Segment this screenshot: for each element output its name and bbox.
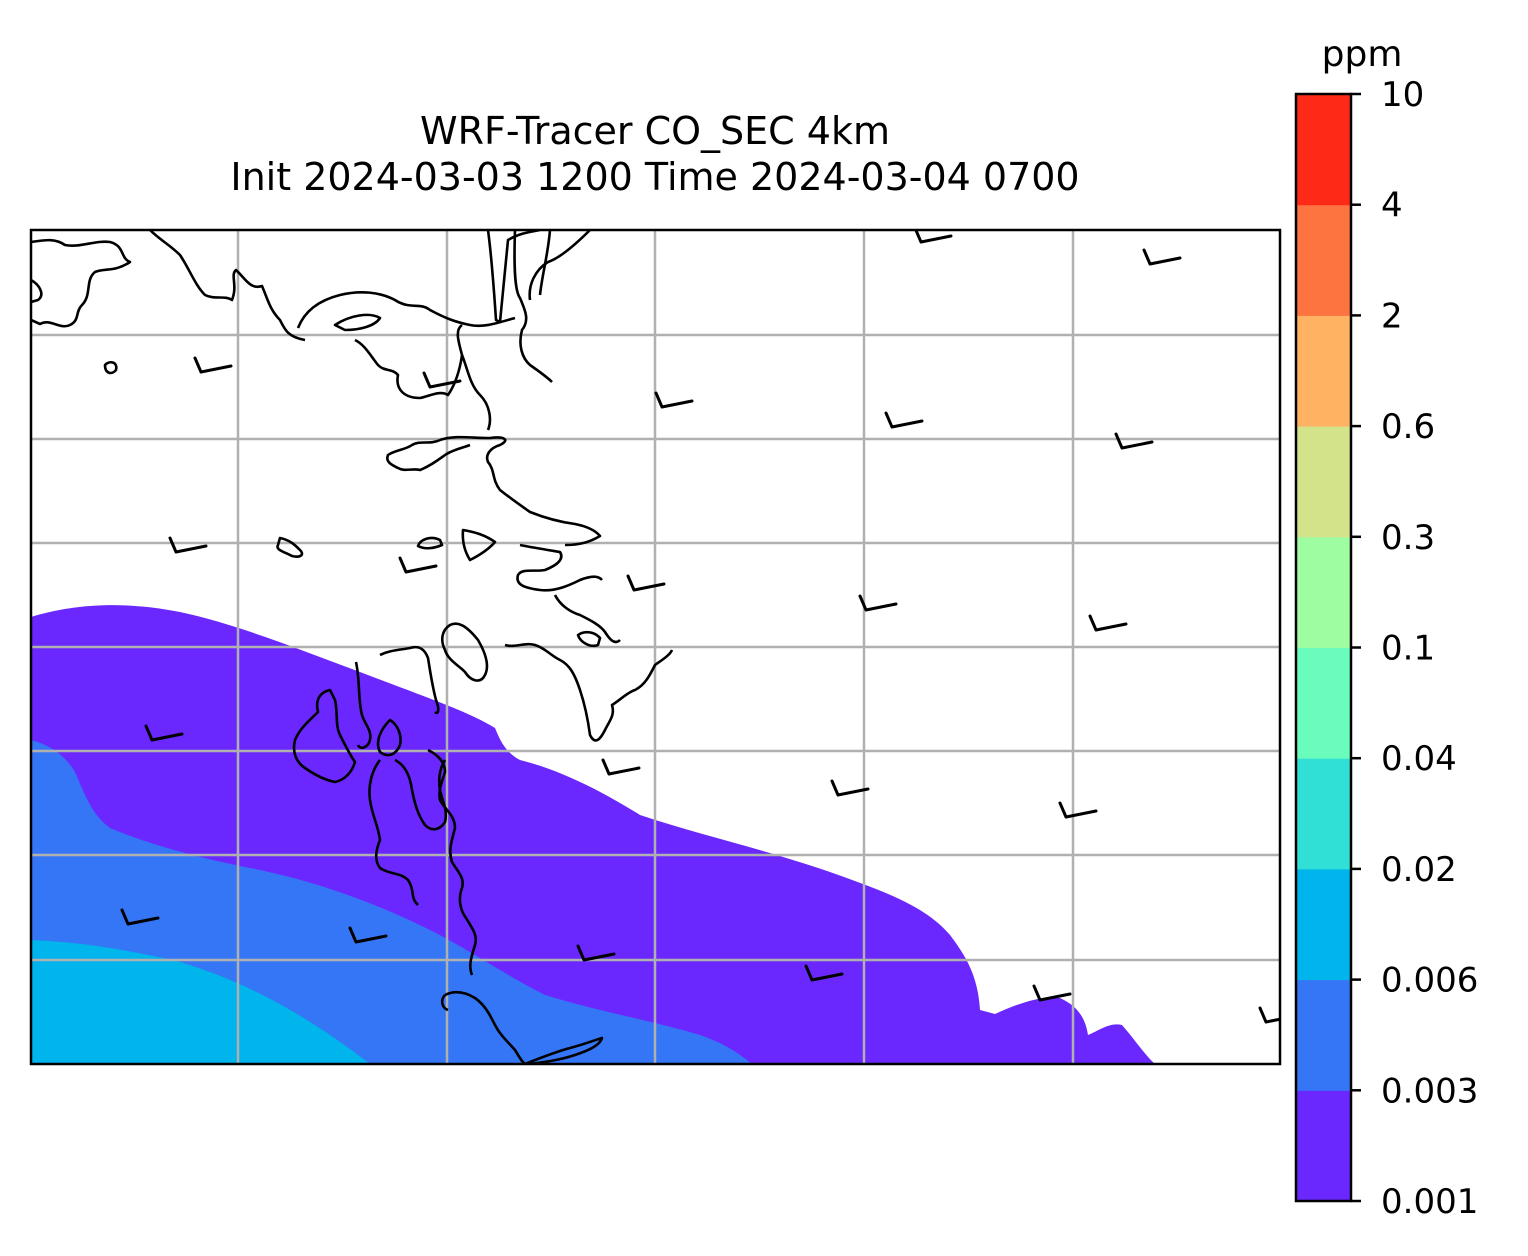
wind-barb <box>804 964 844 982</box>
colorbar-tick-label: 0.02 <box>1381 850 1457 890</box>
colorbar-tick-label: 10 <box>1381 75 1424 115</box>
wind-barb <box>1088 614 1128 632</box>
colorbar-ticks: 0.001 0.003 0.006 0.02 0.04 0.1 0.3 0.6 2 4 10 <box>1351 75 1478 1222</box>
tracer-band-0-006 <box>31 940 370 1064</box>
wind-barb <box>398 556 438 574</box>
colorbar-tick-label: 0.001 <box>1381 1182 1478 1222</box>
wind-barb <box>348 926 388 944</box>
wind-barb <box>120 908 160 926</box>
wind-barb <box>601 758 641 776</box>
wind-barb <box>858 594 898 612</box>
wind-barb <box>884 411 924 429</box>
map-gridlines <box>31 230 1280 1064</box>
wind-barb <box>1258 1006 1280 1024</box>
wind-barb <box>914 230 953 244</box>
colorbar-band-6 <box>1296 426 1351 538</box>
colorbar-tick-label: 4 <box>1381 186 1403 226</box>
colorbar-bands <box>1296 94 1351 1202</box>
wind-barb <box>1142 248 1182 266</box>
wind-barb <box>1032 984 1072 1002</box>
wind-barb <box>626 574 666 592</box>
wind-barb <box>654 391 694 409</box>
colorbar-band-1 <box>1296 979 1351 1091</box>
wind-barb <box>1114 432 1154 450</box>
colorbar-tick-label: 2 <box>1381 296 1403 336</box>
wind-barb <box>144 724 184 742</box>
map-panel <box>31 230 1280 1064</box>
colorbar-band-4 <box>1296 647 1351 759</box>
wind-barb <box>422 371 462 389</box>
map-frame <box>29 228 1282 1066</box>
wind-barb <box>830 779 870 797</box>
colorbar-unit-label: ppm <box>1322 34 1403 75</box>
wind-barb <box>193 356 233 374</box>
map-title-line-1: WRF-Tracer CO_SEC 4km <box>420 109 890 153</box>
wind-barb <box>168 536 208 554</box>
colorbar-tick-label: 0.003 <box>1381 1071 1478 1111</box>
colorbar-band-9 <box>1296 94 1351 206</box>
colorbar-tick-label: 0.006 <box>1381 961 1478 1001</box>
colorbar-band-8 <box>1296 204 1351 316</box>
colorbar-band-5 <box>1296 536 1351 648</box>
colorbar-tick-label: 0.04 <box>1381 739 1457 779</box>
colorbar-tick-label: 0.1 <box>1381 629 1435 669</box>
wind-barbs <box>120 230 1280 1024</box>
colorbar-tick-label: 0.3 <box>1381 518 1435 558</box>
coastlines <box>31 230 674 1064</box>
colorbar: 0.001 0.003 0.006 0.02 0.04 0.1 0.3 0.6 2 4 10 ppm <box>1294 34 1478 1222</box>
map-title: WRF-Tracer CO_SEC 4km Init 2024-03-03 12… <box>30 108 1280 200</box>
colorbar-band-3 <box>1296 758 1351 870</box>
colorbar-band-2 <box>1296 868 1351 981</box>
colorbar-band-0 <box>1296 1090 1351 1202</box>
colorbar-tick-label: 0.6 <box>1381 407 1435 447</box>
wind-barb <box>576 944 616 962</box>
wind-barb <box>1058 801 1098 819</box>
colorbar-band-7 <box>1296 315 1351 427</box>
map-title-line-2: Init 2024-03-03 1200 Time 2024-03-04 070… <box>230 155 1080 199</box>
